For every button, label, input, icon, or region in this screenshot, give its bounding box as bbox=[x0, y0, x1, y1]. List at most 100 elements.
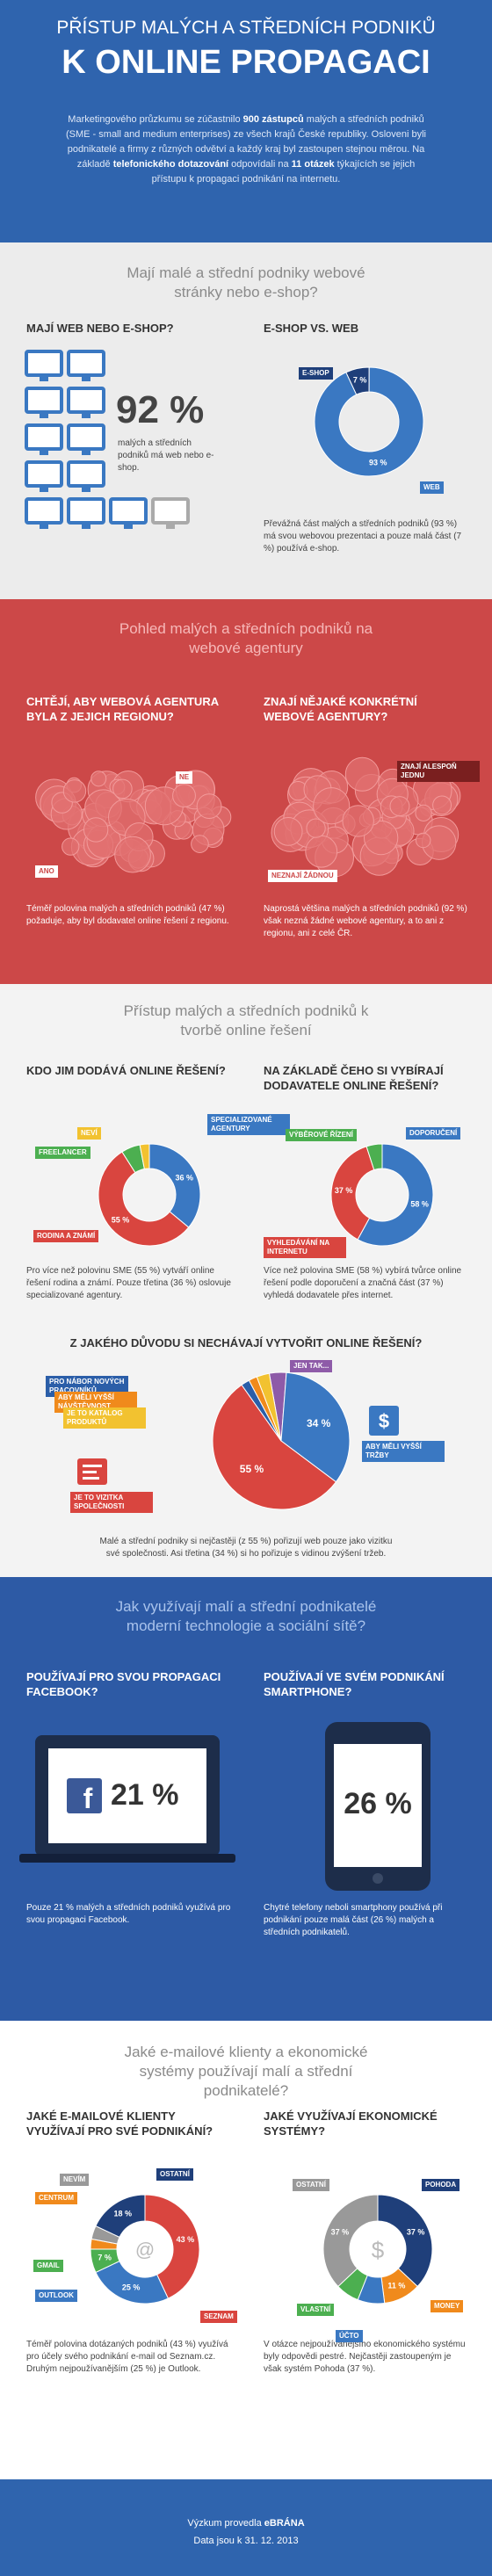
bubble bbox=[313, 787, 351, 825]
category-tag: JE TO KATALOG PRODUKTŮ bbox=[63, 1407, 146, 1429]
value-label: 37 % bbox=[407, 2228, 425, 2237]
category-tag: E-SHOP bbox=[299, 367, 333, 380]
value-label: 58 % bbox=[410, 1199, 429, 1208]
bubble bbox=[114, 836, 151, 873]
value-label: 25 % bbox=[122, 2283, 141, 2292]
bubble bbox=[191, 835, 209, 853]
phone-button bbox=[373, 1873, 383, 1884]
paragraph: Pro více než polovinu SME (55 %) vytváří… bbox=[26, 1266, 231, 1300]
slice bbox=[139, 1143, 150, 1170]
slice bbox=[98, 1151, 190, 1247]
bubble bbox=[90, 771, 107, 787]
paragraph: Převážná část malých a středních podniků… bbox=[264, 519, 462, 554]
monitor-icon bbox=[25, 460, 63, 488]
bubble bbox=[306, 818, 326, 838]
monitor-stand bbox=[40, 414, 48, 418]
header-bg bbox=[0, 0, 492, 242]
section-heading: Mají malé a střední podniky webové strán… bbox=[127, 264, 365, 300]
category-tag: VYHLEDÁVÁNÍ NA INTERNETU bbox=[264, 1237, 346, 1258]
credit: Výzkum provedla bbox=[187, 2518, 262, 2529]
value-label: 55 % bbox=[112, 1215, 130, 1224]
slice bbox=[256, 1372, 282, 1442]
bubble bbox=[344, 756, 380, 792]
bubble bbox=[196, 793, 222, 819]
paragraph: Malé a střední podniky si nejčastěji (z … bbox=[99, 1537, 393, 1559]
intro-bold: telefonického dotazování bbox=[112, 159, 229, 170]
slice bbox=[148, 1143, 201, 1228]
footer-credit: Výzkum provedla eBRÁNA bbox=[0, 2518, 492, 2529]
stat-caption: malých a středních podniků má web nebo e… bbox=[118, 438, 214, 473]
category-tag: POHODA bbox=[422, 2179, 460, 2191]
monitor-stand bbox=[82, 488, 90, 492]
slice bbox=[314, 366, 424, 477]
slice bbox=[357, 1143, 434, 1247]
category-tag: NEVÍ bbox=[77, 1127, 101, 1140]
phone-screen bbox=[334, 1744, 422, 1867]
category-tag: SPECIALIZOVANÉ AGENTURY bbox=[207, 1114, 290, 1135]
brand: eBRÁNA bbox=[264, 2518, 305, 2529]
monitor-stand bbox=[40, 377, 48, 381]
category-tag: OUTLOOK bbox=[35, 2290, 77, 2302]
bubble bbox=[432, 795, 452, 815]
footer-bg bbox=[0, 2479, 492, 2576]
category-tag: OSTATNÍ bbox=[156, 2168, 193, 2181]
monitor-stand bbox=[166, 525, 175, 529]
subtitle: Z JAKÉHO DŮVODU SI NECHÁVAJÍ VYTVOŘIT ON… bbox=[69, 1336, 423, 1350]
value-label: 7 % bbox=[98, 2254, 112, 2262]
intro-bold: 11 otázek bbox=[291, 159, 335, 170]
intro-text: Marketingového průzkumu se zúčastnilo bbox=[68, 114, 243, 125]
monitor-icon bbox=[67, 350, 105, 377]
subtitle: E-SHOP VS. WEB bbox=[264, 322, 359, 335]
monitor-stand bbox=[124, 525, 133, 529]
footer-date: Data jsou k 31. 12. 2013 bbox=[193, 2536, 299, 2546]
tag: NE bbox=[176, 771, 193, 784]
card-line bbox=[83, 1477, 99, 1480]
at-icon: @ bbox=[135, 2239, 155, 2261]
paragraph: Naprostá většina malých a středních podn… bbox=[264, 904, 467, 938]
title-top: PŘÍSTUP MALÝCH A STŘEDNÍCH PODNIKŮ bbox=[56, 18, 436, 38]
bubble bbox=[389, 796, 410, 817]
big-stat: 26 % bbox=[344, 1787, 412, 1820]
value-label: 18 % bbox=[114, 2210, 133, 2218]
subtitle: JAKÉ E-MAILOVÉ KLIENTY VYUŽÍVAJÍ PRO SVÉ… bbox=[26, 2109, 213, 2138]
dollar-sign: $ bbox=[379, 1410, 389, 1432]
card-line bbox=[83, 1465, 102, 1467]
category-tag: JEN TAK... bbox=[290, 1360, 333, 1372]
laptop-base bbox=[19, 1854, 235, 1863]
value-label: 43 % bbox=[177, 2235, 195, 2244]
bubble bbox=[363, 820, 399, 856]
facebook-f: f bbox=[83, 1783, 93, 1814]
category-tag: FREELANCER bbox=[35, 1147, 90, 1159]
monitor-icon bbox=[109, 497, 148, 525]
intro-text: týkajících se jejich přístupu k propagac… bbox=[151, 159, 416, 185]
bubble bbox=[112, 778, 133, 800]
value-label: 55 % bbox=[240, 1463, 264, 1475]
section-heading: Jaké e-mailové klienty a ekonomické syst… bbox=[124, 2044, 368, 2099]
value-label: 7 % bbox=[353, 375, 367, 384]
category-tag: VLASTNÍ bbox=[297, 2304, 335, 2316]
subtitle: CHTĚJÍ, ABY WEBOVÁ AGENTURA BYLA Z JEJIC… bbox=[26, 695, 219, 723]
value-label: 34 % bbox=[307, 1417, 331, 1429]
slice bbox=[330, 1146, 375, 1241]
big-stat: 21 % bbox=[111, 1778, 179, 1812]
category-tag: ABY MĚLI VYŠŠÍ TRŽBY bbox=[362, 1441, 445, 1462]
bubble bbox=[415, 832, 431, 849]
category-tag: CENTRUM bbox=[35, 2192, 77, 2204]
monitor-stand bbox=[82, 377, 90, 381]
monitor-icon bbox=[67, 423, 105, 451]
subtitle: KDO JIM DODÁVÁ ONLINE ŘEŠENÍ? bbox=[26, 1064, 226, 1077]
category-tag: VÝBĚROVÉ ŘÍZENÍ bbox=[286, 1129, 357, 1141]
bubble bbox=[273, 816, 303, 846]
slice bbox=[365, 1143, 383, 1171]
bubble bbox=[415, 804, 432, 821]
bubble bbox=[342, 805, 374, 837]
paragraph: Pouze 21 % malých a středních podniků vy… bbox=[26, 1903, 231, 1925]
monitor-stand bbox=[40, 451, 48, 455]
value-label: 37 % bbox=[335, 1186, 353, 1195]
category-tag: WEB bbox=[420, 481, 444, 494]
subtitle: ZNAJÍ NĚJAKÉ KONKRÉTNÍ WEBOVÉ AGENTURY? bbox=[264, 695, 417, 723]
subtitle: NA ZÁKLADĚ ČEHO SI VYBÍRAJÍ DODAVATELE O… bbox=[264, 1064, 444, 1092]
subtitle: POUŽÍVAJÍ PRO SVOU PROPAGACI FACEBOOK? bbox=[26, 1670, 221, 1698]
slice bbox=[95, 2194, 146, 2239]
